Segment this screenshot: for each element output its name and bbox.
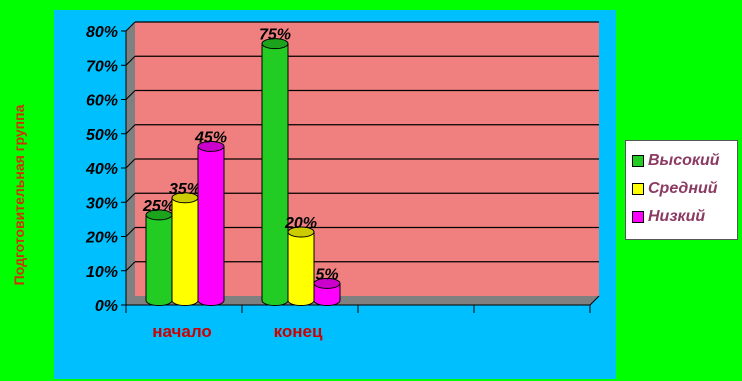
gridline-side: [125, 261, 136, 272]
bar-body: [171, 197, 199, 306]
gridline-side: [125, 192, 136, 203]
bar-body: [145, 214, 173, 306]
bar-body: [261, 43, 289, 306]
legend-label-medium: Средний: [648, 180, 718, 197]
legend-item-high: Высокий: [632, 147, 737, 175]
y-tick-label: 10%: [86, 264, 118, 281]
legend-swatch-high: [632, 155, 644, 167]
legend: Высокий Средний Низкий: [625, 140, 738, 240]
legend-label-high: Высокий: [648, 152, 720, 169]
y-tick-label: 0%: [95, 298, 118, 315]
legend-swatch-low: [632, 211, 644, 223]
legend-label-low: Низкий: [648, 208, 706, 225]
bar-body: [197, 145, 225, 306]
bar-body: [287, 231, 315, 306]
y-tick-label: 50%: [86, 127, 118, 144]
data-label: 35%: [169, 181, 201, 198]
y-tick-label: 70%: [86, 58, 118, 75]
legend-swatch-medium: [632, 183, 644, 195]
y-axis-title: Подготовительная группа: [11, 104, 27, 285]
y-tick-label: 40%: [85, 161, 118, 178]
data-label: 20%: [284, 215, 317, 232]
data-label: 75%: [259, 27, 291, 44]
data-label: 25%: [142, 198, 175, 215]
plot-floor: [126, 296, 599, 305]
y-tick-label: 80%: [86, 24, 118, 41]
gridline-side: [125, 21, 136, 32]
bar-body: [313, 282, 341, 306]
bar-top: [287, 226, 315, 238]
gridline-side: [125, 55, 136, 66]
bar-top: [313, 277, 341, 289]
gridline-side: [125, 124, 136, 135]
y-tick-label: 60%: [86, 93, 118, 110]
data-label: 5%: [315, 266, 338, 283]
gridline-side: [125, 158, 136, 169]
data-label: 45%: [194, 129, 227, 146]
x-axis-line-end: [589, 295, 600, 306]
y-tick-label: 30%: [86, 195, 118, 212]
x-category-label: начало: [152, 322, 212, 341]
gridline-side: [125, 227, 136, 237]
bar-top: [197, 140, 225, 152]
gridline-side: [125, 90, 136, 100]
bar-top: [261, 38, 289, 50]
legend-item-low: Низкий: [632, 203, 737, 231]
y-tick-label: 20%: [85, 230, 118, 247]
legend-item-medium: Средний: [632, 175, 737, 203]
x-category-label: конец: [274, 322, 323, 341]
